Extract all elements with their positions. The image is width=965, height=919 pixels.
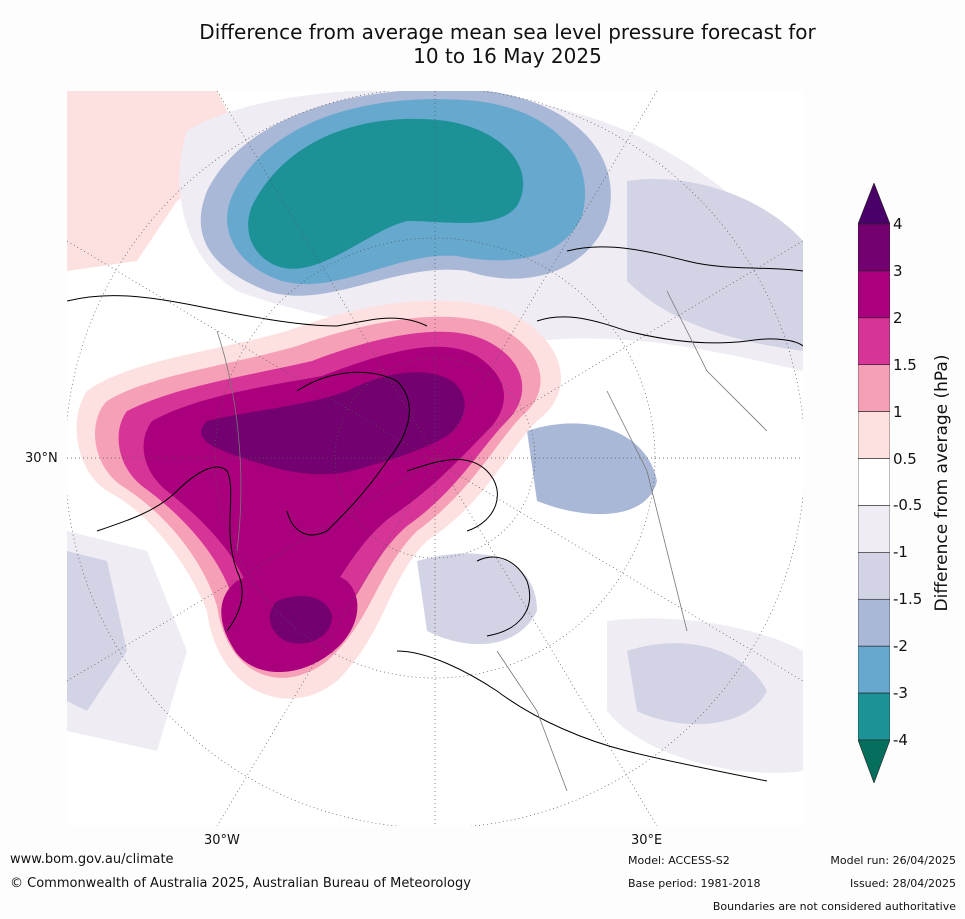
anomaly-minus3-pacific	[248, 118, 524, 269]
colorbar-band	[858, 411, 890, 459]
colorbar-tick-label: 1.5	[893, 355, 917, 374]
anomaly-plus4-atlantic	[269, 596, 332, 644]
colorbar-extend-bottom	[858, 739, 890, 783]
forecast-map	[67, 91, 803, 826]
colorbar-tick-label: -1.5	[893, 590, 923, 609]
colorbar-band	[858, 505, 890, 553]
borders	[216, 290, 768, 792]
footer-url: www.bom.gov.au/climate	[10, 852, 174, 867]
colorbar-tick-label: 0.5	[893, 449, 917, 468]
footer-issued: Issued: 28/04/2025	[849, 877, 956, 890]
colorbar-tick-label: 4	[893, 215, 903, 233]
footer-base-period: Base period: 1981-2018	[628, 877, 761, 890]
colorbar-tick-label: 2	[893, 308, 903, 327]
lat-label-30n: 30°N	[25, 451, 58, 466]
lon-label-30e: 30°E	[631, 833, 663, 848]
chart-title: Difference from average mean sea level p…	[110, 20, 905, 68]
lon-label-30w: 30°W	[204, 833, 240, 848]
colorbar	[858, 183, 890, 783]
colorbar-tick-label: -2	[893, 637, 908, 656]
graticule	[67, 91, 803, 826]
colorbar-tick-label: -1	[893, 543, 908, 562]
footer-disclaimer: Boundaries are not considered authoritat…	[712, 900, 956, 913]
colorbar-tick-label: 1	[893, 402, 903, 421]
anomaly-minus1-scandinavia	[417, 553, 537, 645]
title-line-2: 10 to 16 May 2025	[413, 44, 602, 68]
colorbar-band	[858, 223, 890, 272]
title-line-1: Difference from average mean sea level p…	[199, 20, 816, 44]
colorbar-band	[858, 552, 890, 600]
colorbar-band	[858, 458, 890, 506]
footer-model: Model: ACCESS-S2	[628, 854, 730, 867]
colorbar-band	[858, 317, 890, 366]
colorbar-band	[858, 692, 890, 741]
coastlines	[67, 246, 803, 782]
colorbar-band	[858, 364, 890, 412]
colorbar-band	[858, 270, 890, 319]
anomaly-minus1-west	[67, 551, 127, 711]
colorbar-band	[858, 598, 890, 647]
colorbar-label: Difference from average (hPa)	[932, 354, 952, 612]
colorbar-band	[858, 645, 890, 694]
colorbar-tick-label: 3	[893, 261, 903, 280]
colorbar-tick-label: -3	[893, 684, 908, 703]
anomaly-minus1-se	[627, 643, 767, 725]
anomaly-minus1-ne	[627, 179, 803, 351]
colorbar-tick-label: -0.5	[893, 496, 923, 515]
colorbar-tick-label: -4	[893, 731, 908, 749]
footer-copyright: © Commonwealth of Australia 2025, Austra…	[10, 876, 471, 891]
footer-model-run: Model run: 26/04/2025	[830, 854, 956, 867]
colorbar-extend-top	[858, 183, 890, 225]
map-svg	[67, 91, 803, 826]
anomaly-plus3-arctic	[201, 372, 465, 475]
anomaly-minus15-siberia	[527, 423, 657, 515]
